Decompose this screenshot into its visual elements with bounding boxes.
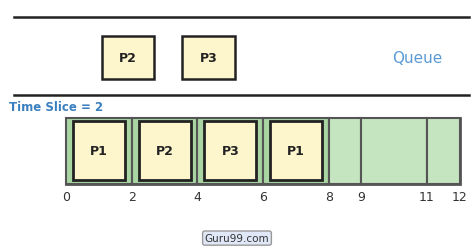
Bar: [102, 37, 154, 79]
Bar: [204, 122, 256, 180]
Bar: [138, 122, 191, 180]
Text: 9: 9: [357, 190, 365, 203]
Bar: [198, 118, 263, 184]
Text: P2: P2: [156, 145, 173, 158]
Text: P1: P1: [90, 145, 108, 158]
Bar: [270, 122, 322, 180]
Bar: [66, 118, 460, 184]
Text: P2: P2: [119, 51, 137, 65]
Text: 12: 12: [452, 190, 468, 203]
Text: Guru99.com: Guru99.com: [205, 233, 269, 243]
Text: 11: 11: [419, 190, 435, 203]
Bar: [328, 118, 361, 184]
Text: 6: 6: [259, 190, 267, 203]
Bar: [361, 118, 427, 184]
Bar: [427, 118, 460, 184]
Bar: [132, 118, 198, 184]
Text: 0: 0: [63, 190, 70, 203]
Bar: [263, 118, 328, 184]
Text: Time Slice = 2: Time Slice = 2: [9, 101, 104, 114]
Text: 8: 8: [325, 190, 333, 203]
Bar: [182, 37, 235, 79]
Bar: [73, 122, 125, 180]
Bar: [66, 118, 132, 184]
Text: 4: 4: [193, 190, 201, 203]
Text: Queue: Queue: [392, 50, 442, 66]
Text: P3: P3: [200, 51, 218, 65]
Text: P1: P1: [287, 145, 305, 158]
Text: 2: 2: [128, 190, 136, 203]
Text: P3: P3: [221, 145, 239, 158]
